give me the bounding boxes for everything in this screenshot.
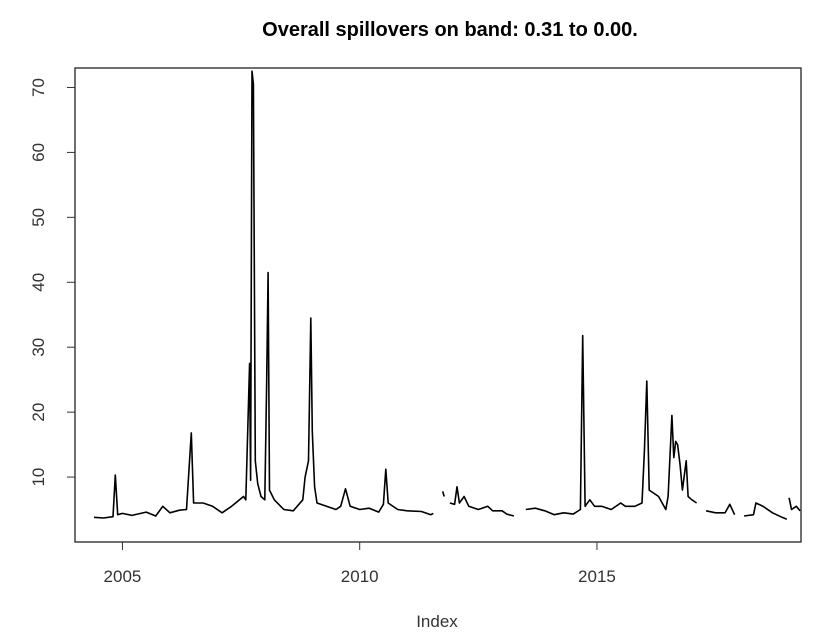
- y-tick-label: 40: [29, 273, 48, 292]
- series-line-segment-5: [743, 502, 788, 521]
- y-tick-label: 60: [29, 143, 48, 162]
- y-axis: 10 20 30 40 50 60 70: [29, 78, 75, 487]
- y-tick-label: 70: [29, 78, 48, 97]
- series-line-segment-4: [705, 503, 736, 516]
- series-line-segment-2: [449, 486, 515, 517]
- x-tick-label: 2010: [341, 567, 379, 586]
- series-line: [93, 70, 801, 521]
- series-line-segment-6: [788, 497, 801, 512]
- series-line-segment-1: [441, 491, 445, 497]
- y-tick-label: 10: [29, 468, 48, 487]
- y-tick-label: 30: [29, 338, 48, 357]
- x-tick-label: 2005: [104, 567, 142, 586]
- plot-frame: [74, 67, 802, 543]
- y-tick-label: 50: [29, 208, 48, 227]
- x-axis: 2005 2010 2015: [104, 542, 616, 586]
- series-line-segment-3: [525, 334, 698, 516]
- x-tick-label: 2015: [578, 567, 616, 586]
- series-line-segment-0: [93, 70, 434, 519]
- chart-title: Overall spillovers on band: 0.31 to 0.00…: [262, 19, 638, 41]
- x-axis-title: Index: [416, 612, 458, 631]
- y-tick-label: 20: [29, 403, 48, 422]
